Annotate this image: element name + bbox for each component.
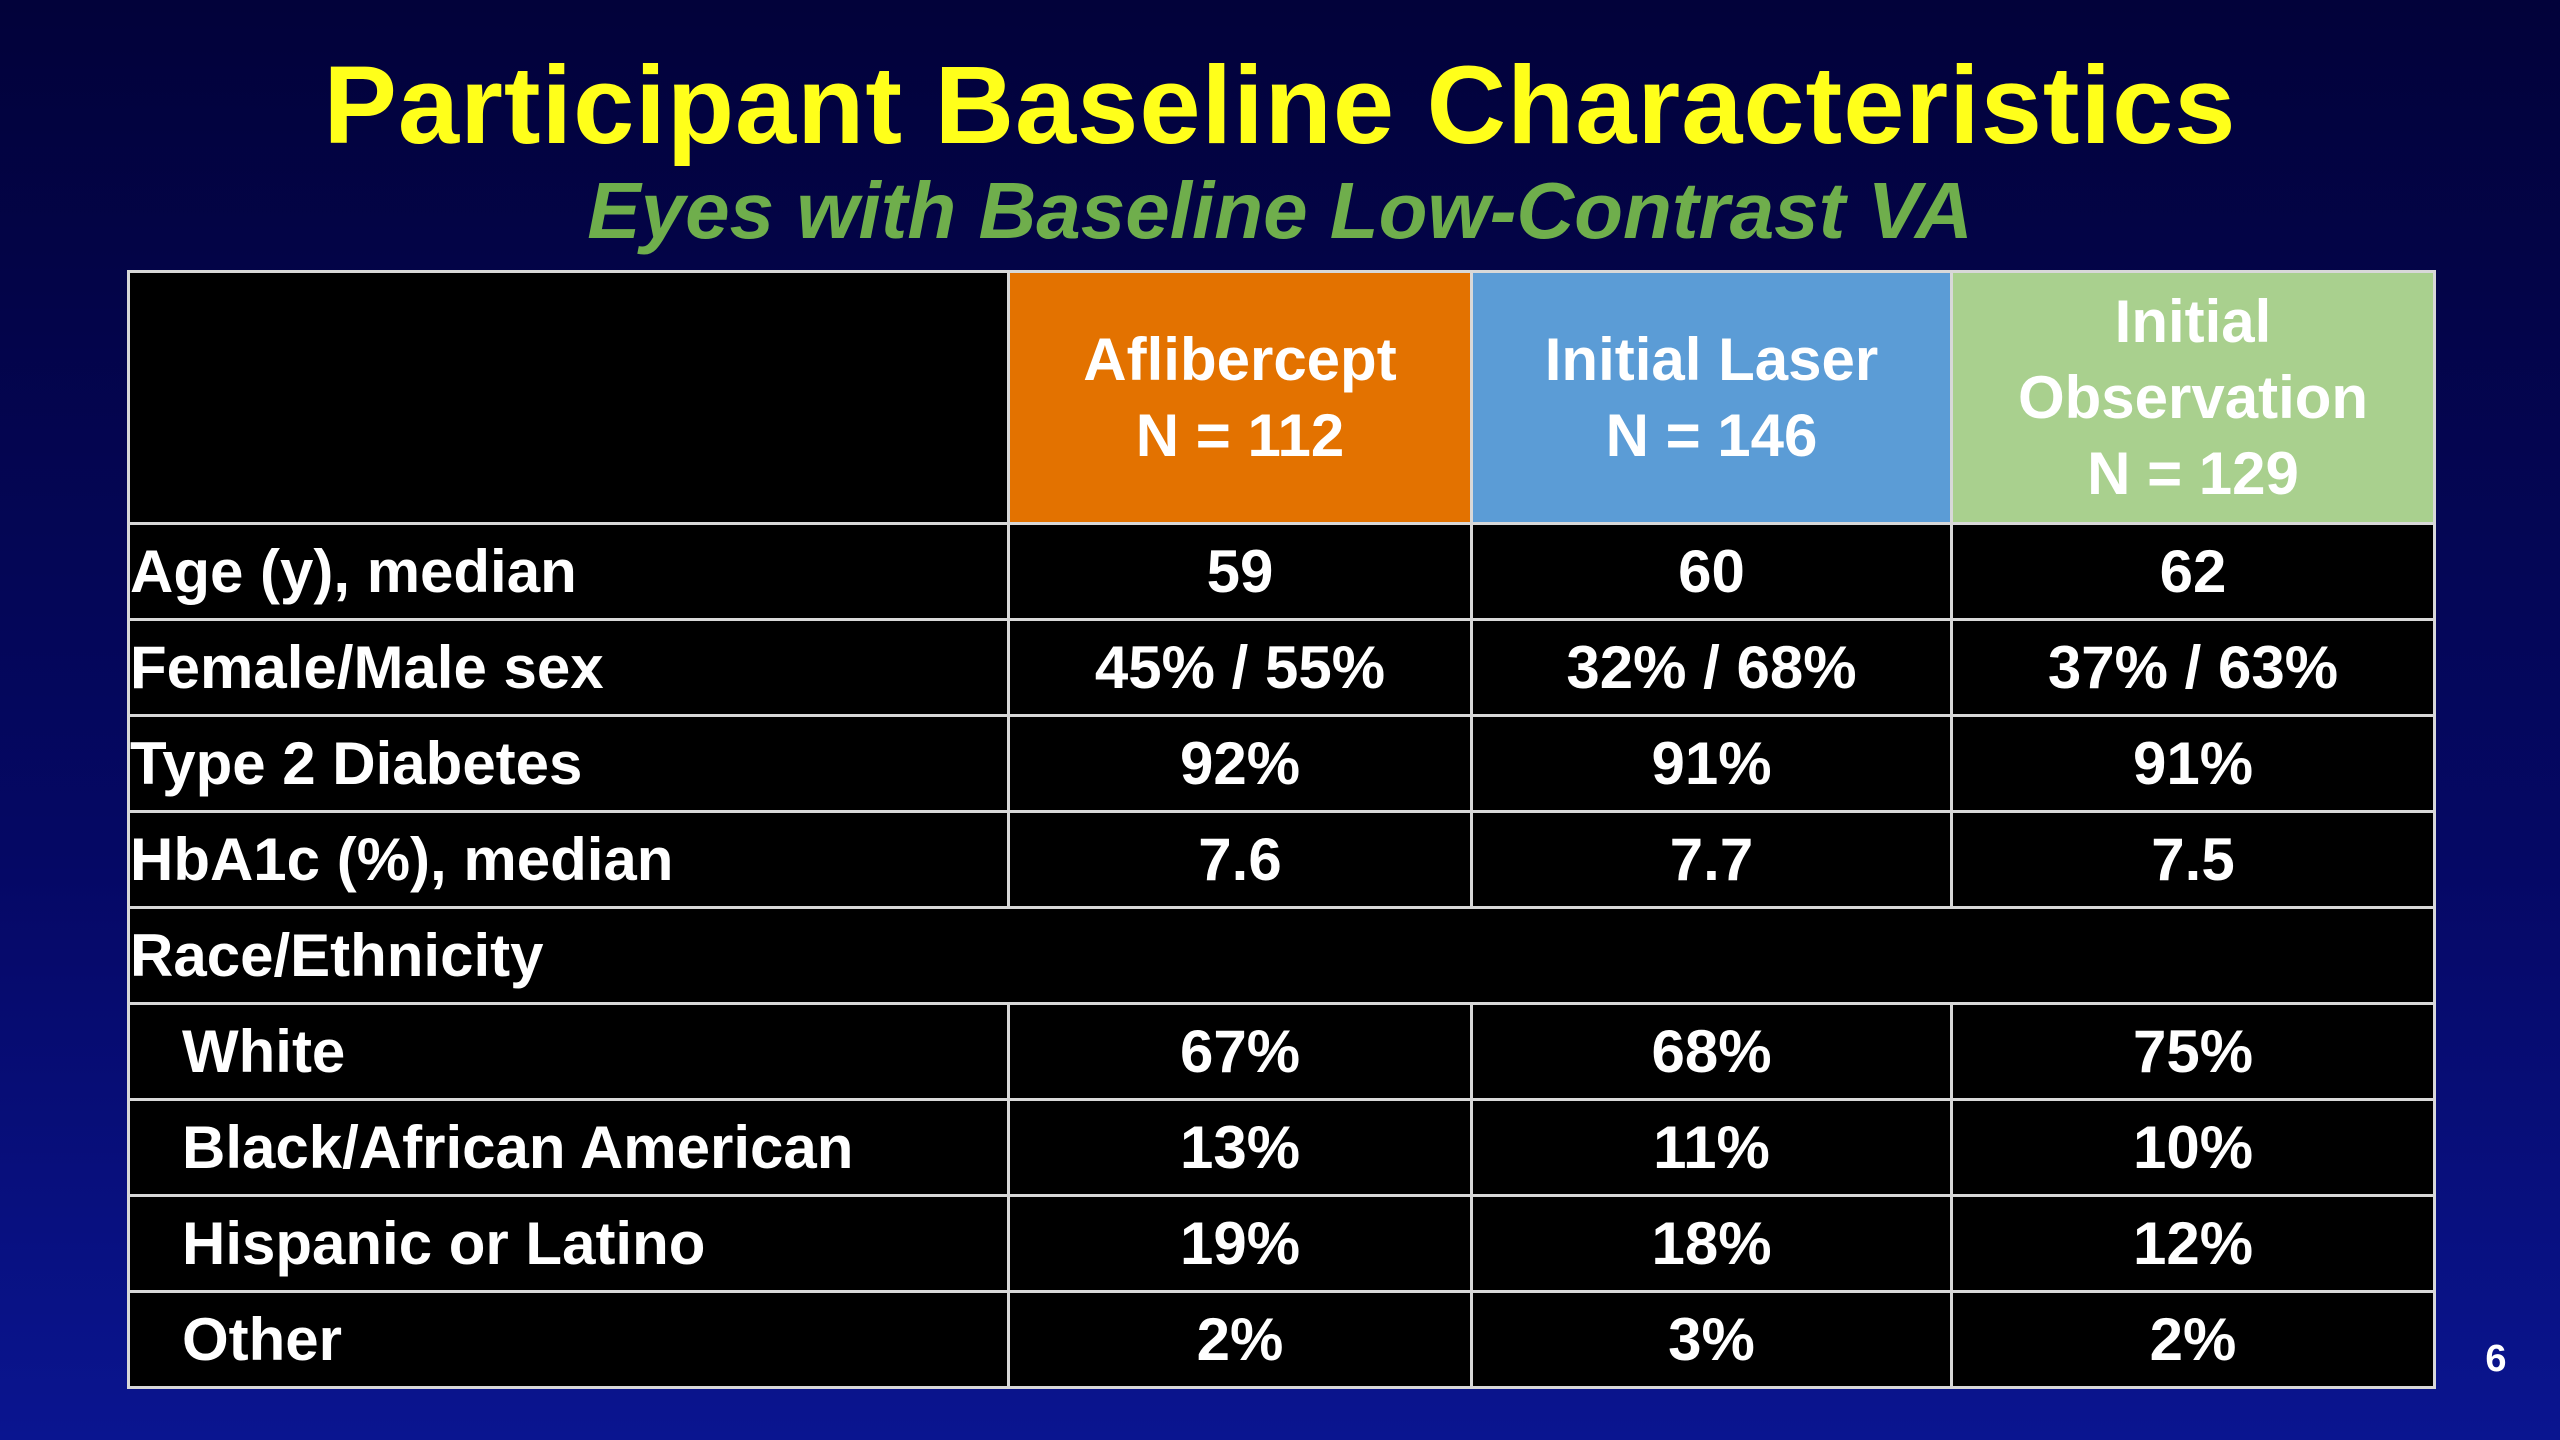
cell-initial-observation: 10%	[1950, 1098, 2436, 1197]
header-initial-observation: Initial Observation N = 129	[1950, 270, 2436, 525]
baseline-characteristics-table: Aflibercept N = 112 Initial Laser N = 14…	[127, 270, 2436, 1389]
header-initial-observation-line1: Initial	[2114, 287, 2272, 355]
table-row: HbA1c (%), median 7.6 7.7 7.5	[127, 810, 2436, 909]
cell-initial-observation: 91%	[1950, 714, 2436, 813]
slide-subtitle: Eyes with Baseline Low-Contrast VA	[587, 166, 1973, 255]
cell-initial-laser: 18%	[1470, 1194, 1953, 1293]
row-label: Age (y), median	[127, 522, 1010, 621]
cell-aflibercept: 45% / 55%	[1007, 618, 1473, 717]
table-row: Age (y), median 59 60 62	[127, 522, 2436, 621]
cell-initial-laser: 60	[1470, 522, 1953, 621]
cell-aflibercept: 19%	[1007, 1194, 1473, 1293]
slide-title: Participant Baseline Characteristics	[323, 44, 2237, 167]
header-aflibercept-name: Aflibercept	[1083, 325, 1397, 393]
group-label-race-ethnicity: Race/Ethnicity	[127, 906, 2436, 1005]
cell-initial-observation: 37% / 63%	[1950, 618, 2436, 717]
header-initial-observation-n: N = 129	[2087, 439, 2299, 507]
slide-page-number: 6	[2485, 1338, 2507, 1380]
header-initial-laser: Initial Laser N = 146	[1470, 270, 1953, 525]
cell-initial-laser: 11%	[1470, 1098, 1953, 1197]
cell-aflibercept: 67%	[1007, 1002, 1473, 1101]
cell-initial-observation: 62	[1950, 522, 2436, 621]
table-header-row: Aflibercept N = 112 Initial Laser N = 14…	[127, 270, 2436, 525]
header-aflibercept: Aflibercept N = 112	[1007, 270, 1473, 525]
subrow-label: White	[127, 1002, 1010, 1101]
row-label: Female/Male sex	[127, 618, 1010, 717]
cell-initial-laser: 91%	[1470, 714, 1953, 813]
cell-aflibercept: 13%	[1007, 1098, 1473, 1197]
header-blank-cell	[127, 270, 1010, 525]
cell-initial-laser: 3%	[1470, 1290, 1953, 1389]
table-row: Black/African American 13% 11% 10%	[127, 1098, 2436, 1197]
cell-initial-laser: 68%	[1470, 1002, 1953, 1101]
cell-aflibercept: 7.6	[1007, 810, 1473, 909]
row-label: Type 2 Diabetes	[127, 714, 1010, 813]
subrow-label: Other	[127, 1290, 1010, 1389]
cell-initial-observation: 75%	[1950, 1002, 2436, 1101]
table-group-row: Race/Ethnicity	[127, 906, 2436, 1005]
cell-initial-observation: 12%	[1950, 1194, 2436, 1293]
table-row: Type 2 Diabetes 92% 91% 91%	[127, 714, 2436, 813]
header-initial-laser-name: Initial Laser	[1544, 325, 1879, 393]
cell-initial-observation: 2%	[1950, 1290, 2436, 1389]
header-initial-observation-line2: Observation	[2017, 363, 2369, 431]
table-row: Other 2% 3% 2%	[127, 1290, 2436, 1389]
table-row: Hispanic or Latino 19% 18% 12%	[127, 1194, 2436, 1293]
cell-aflibercept: 92%	[1007, 714, 1473, 813]
cell-initial-observation: 7.5	[1950, 810, 2436, 909]
subrow-label: Black/African American	[127, 1098, 1010, 1197]
header-aflibercept-n: N = 112	[1135, 401, 1345, 469]
cell-initial-laser: 32% / 68%	[1470, 618, 1953, 717]
header-initial-laser-n: N = 146	[1605, 401, 1818, 469]
table-row: White 67% 68% 75%	[127, 1002, 2436, 1101]
cell-aflibercept: 59	[1007, 522, 1473, 621]
table-row: Female/Male sex 45% / 55% 32% / 68% 37% …	[127, 618, 2436, 717]
row-label: HbA1c (%), median	[127, 810, 1010, 909]
cell-initial-laser: 7.7	[1470, 810, 1953, 909]
subrow-label: Hispanic or Latino	[127, 1194, 1010, 1293]
cell-aflibercept: 2%	[1007, 1290, 1473, 1389]
